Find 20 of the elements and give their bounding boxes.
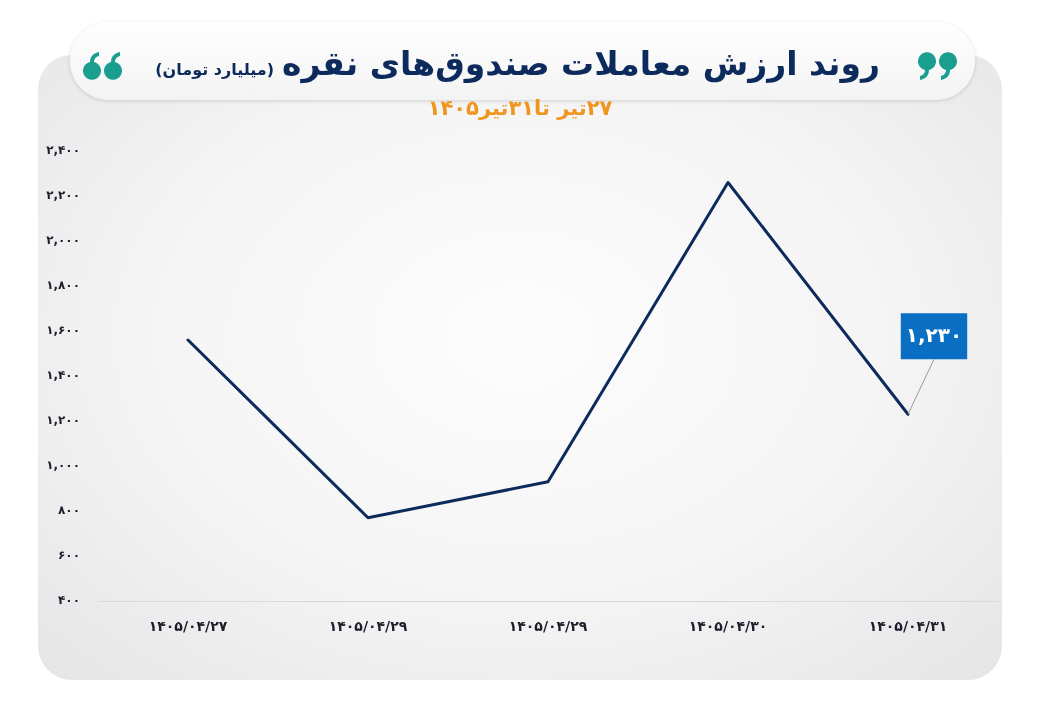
y-tick-label: ۱,۸۰۰: [46, 278, 80, 293]
x-tick-label: ۱۴۰۵/۰۴/۳۱: [868, 618, 948, 635]
y-tick-label: ۴۰۰: [58, 593, 80, 608]
x-tick-label: ۱۴۰۵/۰۴/۲۹: [328, 618, 408, 635]
y-tick-label: ۱,۴۰۰: [46, 368, 80, 383]
y-tick-label: ۲,۴۰۰: [46, 143, 80, 158]
y-tick-label: ۱,۰۰۰: [46, 458, 80, 473]
data-label: ۱,۲۳۰: [905, 323, 963, 348]
x-tick-label: ۱۴۰۵/۰۴/۲۹: [508, 618, 588, 635]
y-tick-label: ۸۰۰: [58, 503, 80, 518]
chart-subtitle: ۲۷تیر تا۳۱تیر۱۴۰۵: [426, 95, 614, 122]
chart-title: روند ارزش معاملات صندوق‌های نقره: [282, 44, 880, 83]
y-tick-label: ۲,۲۰۰: [46, 188, 80, 203]
x-tick-label: ۱۴۰۵/۰۴/۳۰: [688, 618, 768, 635]
y-tick-label: ۲,۰۰۰: [46, 233, 80, 248]
y-tick-label: ۱,۲۰۰: [46, 413, 80, 428]
y-axis-title: (میلیارد تومان): [155, 60, 275, 79]
x-tick-label: ۱۴۰۵/۰۴/۲۷: [148, 618, 228, 635]
y-tick-label: ۶۰۰: [58, 548, 80, 563]
y-tick-label: ۱,۶۰۰: [46, 323, 80, 338]
